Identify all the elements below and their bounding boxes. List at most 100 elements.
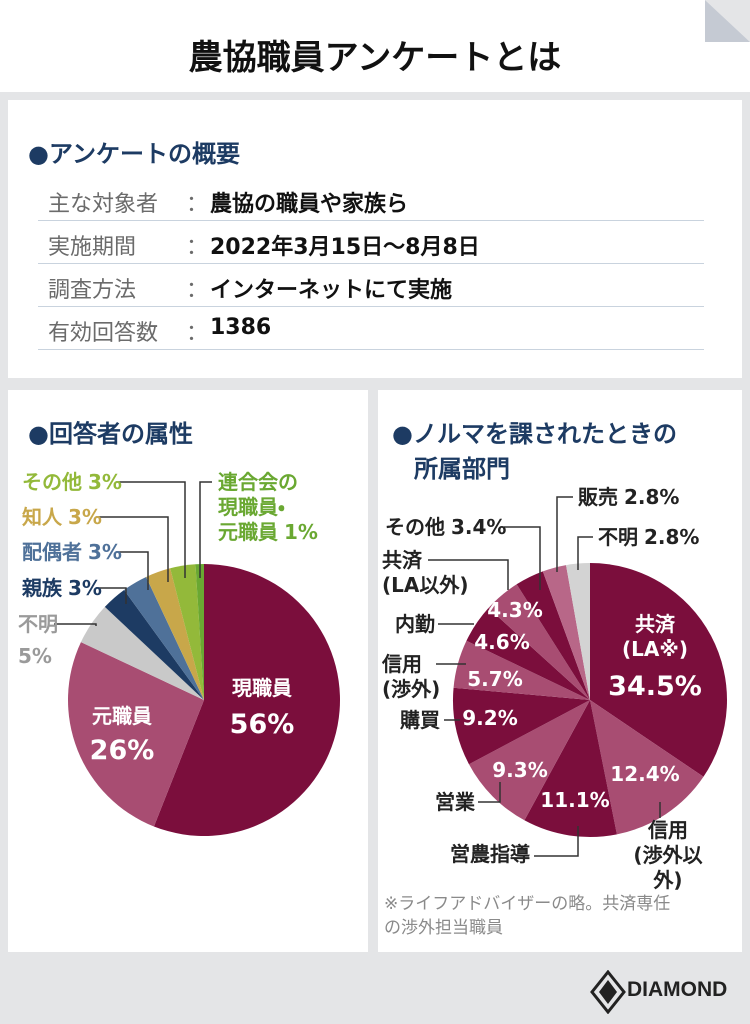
leader-line: [478, 782, 501, 803]
row-colon: ：: [186, 192, 209, 217]
chart-panel: ●回答者の属性 現職員 56% 元職員 26% 不明 5% 親族 3% 配偶者 3% 知人 3% その他…: [8, 390, 368, 952]
pie-slice: [516, 571, 590, 700]
category-label: 不明: [598, 525, 638, 549]
overview-row: 実施期間 ： 2022年3月15日～8月8日: [38, 221, 704, 264]
row-colon: ：: [186, 235, 209, 260]
category-label: その他: [385, 515, 445, 539]
pie-slice: [170, 564, 204, 700]
leader-line: [199, 481, 212, 578]
pie-slice: [67, 642, 205, 827]
pie-slice: [524, 700, 617, 837]
pie-slice: [153, 564, 340, 836]
value-label: 3.4%: [451, 515, 507, 539]
pie-slice: [104, 589, 204, 700]
chart-panel: ●ノルマを課されたときの 所属部門 ※ライフアドバイザーの略。共済専任 の渉外担…: [378, 390, 742, 952]
leader-line: [428, 559, 509, 590]
category-label: 購買: [400, 708, 440, 732]
slice-label: 不明 2.8%: [598, 525, 699, 550]
pie-slice: [453, 640, 590, 700]
category-label: 知人: [22, 505, 62, 529]
value-label: 26%: [89, 735, 155, 766]
value-label: 3%: [68, 576, 102, 600]
pie-slice: [468, 700, 590, 821]
value-label: 5%: [18, 644, 52, 668]
leader-line: [54, 623, 97, 626]
row-colon: ：: [186, 278, 209, 303]
value-label: 4.6%: [474, 630, 530, 654]
category-label: 配偶者: [22, 540, 82, 564]
category-label: 信用 (渉外): [382, 652, 441, 701]
row-label: 有効回答数: [48, 321, 159, 346]
overview-row: 調査方法 ：インターネットにて実施: [38, 264, 704, 307]
category-label: 営農指導: [450, 842, 530, 866]
category-label: 共済 (LA※): [622, 612, 688, 661]
category-label: その他: [22, 470, 82, 494]
value-label: 4.3%: [487, 598, 543, 622]
category-label: 内勤: [395, 612, 435, 636]
value-label: 3%: [68, 505, 102, 529]
pie-slice: [80, 606, 204, 700]
pie-slice: [453, 687, 590, 765]
category-label: 連合会の 現職員・ 元職員: [218, 470, 298, 544]
leader-line: [504, 526, 541, 590]
chart: [428, 496, 727, 857]
chart-title: ●ノルマを課されたときの 所属部門: [392, 420, 677, 483]
pie-slice: [146, 568, 204, 700]
value-label: 5.7%: [467, 667, 523, 691]
value-label: 12.4%: [610, 762, 680, 786]
overview-panel: ●アンケートの概要 主な対象者：農協の職員や家族ら 実施期間： 2022年3月15日…: [8, 100, 742, 378]
pie-slice: [590, 563, 727, 777]
row-value: 農協の職員や家族ら: [210, 192, 409, 217]
leader-line: [116, 551, 149, 590]
value-label: 2.8%: [644, 525, 700, 549]
value-label: 3%: [88, 470, 122, 494]
chart-title: ●回答者の属性: [28, 420, 193, 448]
row-label: 実施期間: [48, 235, 137, 260]
pie-slice: [195, 564, 204, 700]
leader-line: [577, 536, 593, 570]
slice-label: 知人 3%: [22, 505, 102, 530]
row-colon: ：: [186, 321, 209, 346]
pie-slice: [124, 576, 204, 700]
value-label: 9.2%: [462, 706, 518, 730]
category-label: 営業: [435, 790, 475, 814]
chart: [54, 481, 340, 836]
pie-slice: [590, 700, 704, 835]
brand-logo: [590, 970, 626, 1014]
pie-slice: [488, 584, 590, 700]
category-label: 共済 (LA以外): [382, 548, 469, 597]
category-label: 不明: [18, 612, 58, 636]
footnote: ※ライフアドバイザーの略。共済専任 の渉外担当職員: [384, 894, 671, 938]
row-value: 1386: [210, 315, 272, 340]
value-label: 1%: [284, 520, 318, 544]
row-value: 2022年3月15日～8月8日: [210, 235, 480, 260]
page-title: 農協職員アンケートとは: [188, 38, 562, 78]
value-label: 2.8%: [624, 485, 680, 509]
page-curl: [705, 0, 750, 42]
row-label: 調査方法: [48, 278, 137, 303]
slice-label: 販売 2.8%: [578, 485, 679, 510]
overview-row: 主な対象者 ：農協の職員や家族ら: [38, 178, 704, 221]
slice-label: 親族 3%: [22, 576, 102, 601]
row-value: インターネットにて実施: [210, 278, 453, 303]
pie-slice: [542, 565, 590, 700]
title-bar: 農協職員アンケートとは: [0, 0, 750, 92]
row-label: 主な対象者: [48, 192, 159, 217]
value-label: 9.3%: [492, 758, 548, 782]
brand-name: DIAMOND: [627, 978, 728, 1001]
slice-label: 配偶者 3%: [22, 540, 122, 565]
category-label: 信用 (渉外以外): [633, 818, 703, 892]
slice-label: 連合会の 現職員・ 元職員 1%: [218, 470, 318, 545]
slice-label: その他 3.4%: [385, 515, 506, 540]
category-label: 現職員: [232, 676, 292, 700]
leader-line: [96, 587, 127, 604]
leader-line: [96, 516, 169, 582]
value-label: 11.1%: [540, 788, 610, 812]
leader-line: [556, 496, 573, 572]
pie-slice: [466, 608, 590, 700]
leader-line: [534, 826, 579, 857]
value-label: 3%: [88, 540, 122, 564]
slice-label: その他 3%: [22, 470, 122, 495]
category-label: 元職員: [92, 704, 152, 728]
category-label: 親族: [22, 576, 62, 600]
